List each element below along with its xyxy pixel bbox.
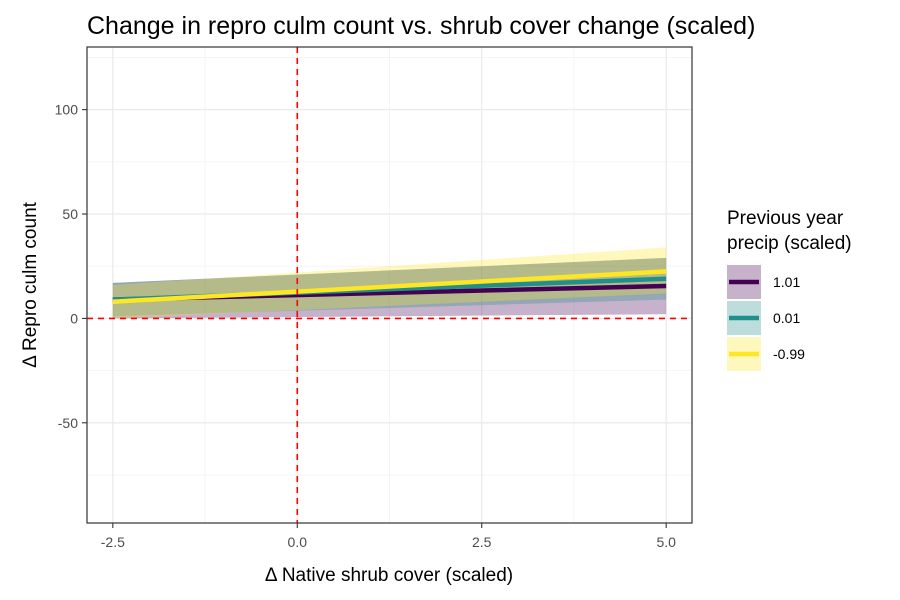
legend-label: 1.01 xyxy=(773,274,800,290)
y-tick-label: 0 xyxy=(70,310,78,326)
plot-border xyxy=(86,46,693,524)
y-tick-label: 100 xyxy=(55,102,79,118)
y-tick-label: -50 xyxy=(58,415,78,431)
y-axis: -50 0 50 100 xyxy=(55,102,87,431)
reference-lines xyxy=(87,47,692,523)
legend: Previous year precip (scaled) 1.01 0.01 -0… xyxy=(727,208,852,371)
y-axis-title: Δ Repro culm count xyxy=(20,201,41,368)
legend-title-line-2: precip (scaled) xyxy=(727,233,852,254)
x-tick-label: -2.5 xyxy=(101,534,125,550)
y-tick-label: 50 xyxy=(62,206,78,222)
x-tick-label: 0.0 xyxy=(288,534,308,550)
x-axis: -2.5 0.0 2.5 5.0 xyxy=(101,523,676,550)
legend-title-line-1: Previous year xyxy=(727,208,844,229)
legend-label: -0.99 xyxy=(773,346,805,362)
legend-items: 1.01 0.01 -0.99 xyxy=(727,265,805,371)
line-series-2 xyxy=(112,269,667,304)
x-tick-label: 5.0 xyxy=(656,534,676,550)
legend-label: 0.01 xyxy=(773,310,800,326)
ribbon-series-2 xyxy=(112,247,667,319)
plot-panel xyxy=(86,46,693,524)
chart-title: Change in repro culm count vs. shrub cov… xyxy=(87,12,755,40)
x-tick-label: 2.5 xyxy=(472,534,492,550)
x-axis-title: Δ Native shrub cover (scaled) xyxy=(265,565,513,586)
series-lines xyxy=(112,269,667,304)
